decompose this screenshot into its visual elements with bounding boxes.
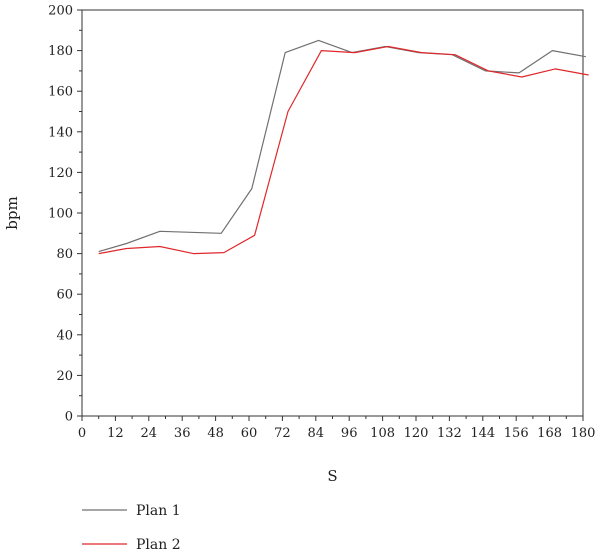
x-tick-label: 48 bbox=[207, 426, 224, 441]
y-tick-label: 120 bbox=[48, 166, 73, 181]
x-tick-label: 156 bbox=[504, 426, 529, 441]
x-tick-label: 0 bbox=[78, 426, 86, 441]
legend: Plan 1 Plan 2 bbox=[82, 503, 181, 553]
x-tick-label: 60 bbox=[241, 426, 258, 441]
y-tick-label: 0 bbox=[65, 410, 73, 425]
x-tick-label: 120 bbox=[404, 426, 429, 441]
plot-frame bbox=[81, 9, 584, 417]
x-tick-label: 180 bbox=[571, 426, 596, 441]
x-tick-label: 168 bbox=[537, 426, 562, 441]
x-tick-label: 108 bbox=[370, 426, 395, 441]
x-tick-label: 96 bbox=[341, 426, 358, 441]
legend-label-1: Plan 1 bbox=[136, 503, 181, 519]
plot-area bbox=[81, 9, 584, 417]
legend-label-2: Plan 2 bbox=[136, 537, 181, 553]
series-layer bbox=[98, 39, 589, 255]
y-tick-label: 160 bbox=[48, 85, 73, 100]
x-axis-title: S bbox=[327, 467, 337, 485]
y-tick-label: 20 bbox=[56, 369, 73, 384]
x-axis: 0 12 24 36 48 60 72 84 96 108 120 132 144 156 168 180 bbox=[78, 416, 596, 441]
x-tick-label: 72 bbox=[274, 426, 291, 441]
y-tick-label: 200 bbox=[48, 4, 73, 19]
y-tick-label: 80 bbox=[56, 247, 73, 262]
series-line-1 bbox=[98, 39, 586, 253]
y-tick-label: 100 bbox=[48, 207, 73, 222]
x-tick-label: 132 bbox=[437, 426, 462, 441]
y-tick-label: 60 bbox=[56, 288, 73, 303]
x-tick-label: 12 bbox=[107, 426, 124, 441]
y-axis: 0 20 40 60 80 100 120 140 160 180 200 bbox=[48, 4, 82, 425]
y-tick-label: 180 bbox=[48, 44, 73, 59]
x-tick-label: 144 bbox=[470, 426, 495, 441]
x-tick-label: 24 bbox=[141, 426, 158, 441]
y-tick-label: 40 bbox=[56, 328, 73, 343]
y-axis-title: bpm bbox=[3, 196, 21, 229]
x-tick-label: 84 bbox=[308, 426, 325, 441]
y-tick-label: 140 bbox=[48, 125, 73, 140]
series-line-2 bbox=[98, 45, 589, 255]
x-tick-label: 36 bbox=[174, 426, 191, 441]
